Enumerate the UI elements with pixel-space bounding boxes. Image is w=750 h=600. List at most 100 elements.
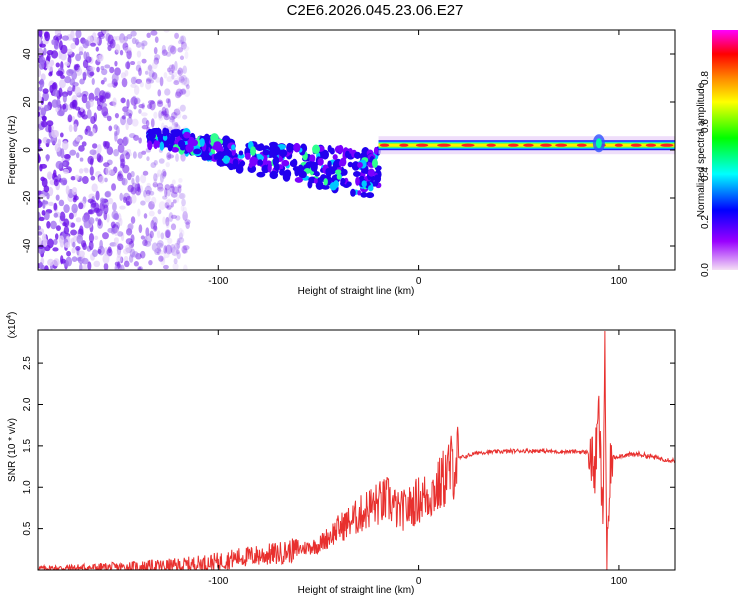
heatmap-noise-cell xyxy=(168,212,174,222)
heatmap-noise-cell xyxy=(173,258,178,265)
heatmap-noise-cell xyxy=(147,64,153,71)
heatmap-line-peak xyxy=(614,143,623,147)
heatmap-band-cell xyxy=(269,170,279,180)
heatmap-noise-cell xyxy=(44,265,49,270)
heatmap-noise-cell xyxy=(185,221,190,230)
heatmap-noise-cell xyxy=(157,169,162,177)
heatmap-noise-cell xyxy=(43,185,50,193)
heatmap-noise-cell xyxy=(39,43,46,48)
heatmap-line-peak xyxy=(576,143,587,147)
heatmap-band-cell xyxy=(244,152,251,160)
heatmap-noise-cell xyxy=(182,65,188,74)
heatmap-noise-cell xyxy=(173,77,179,84)
line-y-tick-label: 2.5 xyxy=(22,356,33,370)
heatmap-band-cell xyxy=(365,192,375,199)
heatmap-noise-cell xyxy=(125,244,132,253)
heatmap-noise-cell xyxy=(153,248,158,253)
heatmap-noise-cell xyxy=(67,86,73,91)
heatmap-noise-cell xyxy=(88,217,95,225)
heatmap-noise-cell xyxy=(163,113,170,121)
heatmap-noise-cell xyxy=(178,237,185,244)
heatmap-x-axis-label: Height of straight line (km) xyxy=(298,286,415,297)
heatmap-band-cell xyxy=(298,164,304,171)
heatmap-noise-cell xyxy=(153,111,158,119)
heatmap-band-cell xyxy=(215,151,225,160)
heatmap-noise-cell xyxy=(137,208,141,217)
heatmap-noise-cell xyxy=(65,256,73,267)
heatmap-noise-cell xyxy=(78,202,84,210)
heatmap-noise-cell xyxy=(164,229,171,238)
heatmap-noise-cell xyxy=(114,113,119,119)
heatmap-noise-cell xyxy=(90,175,96,181)
heatmap-noise-cell xyxy=(152,181,158,188)
heatmap-noise-cell xyxy=(89,71,95,77)
heatmap-noise-cell xyxy=(180,74,188,85)
heatmap-noise-cell xyxy=(100,102,108,108)
heatmap-band-cell xyxy=(156,127,161,138)
heatmap-noise-cell xyxy=(167,98,171,108)
heatmap-noise-cell xyxy=(101,68,108,76)
heatmap-noise-cell xyxy=(65,185,70,195)
heatmap-noise-cell xyxy=(87,198,95,204)
heatmap-band-cell xyxy=(283,170,290,181)
heatmap-noise-cell xyxy=(92,249,98,257)
heatmap-noise-cell xyxy=(166,198,172,207)
heatmap-noise-cell xyxy=(78,250,86,258)
heatmap-noise-cell xyxy=(126,98,130,109)
heatmap-band-cell xyxy=(185,143,194,153)
heatmap-band-cell xyxy=(267,163,272,173)
heatmap-noise-cell xyxy=(163,252,170,259)
heatmap-noise-cell xyxy=(38,216,45,222)
heatmap-noise-cell xyxy=(97,218,102,226)
heatmap-noise-cell xyxy=(48,65,54,72)
heatmap-band-cell xyxy=(371,158,378,168)
heatmap-noise-cell xyxy=(171,118,176,126)
heatmap-noise-cell xyxy=(47,201,54,207)
heatmap-noise-cell xyxy=(161,257,165,263)
heatmap-noise-cell xyxy=(39,56,46,65)
heatmap-noise-cell xyxy=(64,242,71,249)
heatmap-noise-cell xyxy=(168,64,174,70)
heatmap-noise-cell xyxy=(90,202,97,208)
heatmap-noise-cell xyxy=(54,143,61,153)
heatmap-noise-cell xyxy=(149,230,154,239)
heatmap-band-cell xyxy=(263,154,268,164)
heatmap-y-tick-label: 40 xyxy=(22,48,33,60)
heatmap-noise-cell xyxy=(57,110,65,117)
heatmap-noise-cell xyxy=(113,237,119,244)
heatmap-noise-cell xyxy=(55,160,63,170)
heatmap-band-cell xyxy=(309,154,316,163)
line-y-tick-label: 0.5 xyxy=(22,521,33,535)
heatmap-noise-cell xyxy=(53,212,59,218)
heatmap-noise-cell xyxy=(167,44,175,53)
heatmap-noise-cell xyxy=(78,145,85,152)
heatmap-noise-cell xyxy=(117,231,124,237)
heatmap-band-cell xyxy=(298,170,307,179)
heatmap-noise-cell xyxy=(103,77,107,82)
heatmap-noise-cell xyxy=(156,239,164,249)
heatmap-noise-cell xyxy=(154,36,159,44)
heatmap-noise-cell xyxy=(162,216,166,225)
heatmap-noise-cell xyxy=(122,136,129,146)
heatmap-noise-cell xyxy=(91,78,95,86)
heatmap-noise-cell xyxy=(68,212,74,220)
heatmap-noise-cell xyxy=(182,245,190,251)
heatmap-noise-cell xyxy=(182,78,188,84)
heatmap-noise-cell xyxy=(146,65,154,74)
heatmap-noise-cell xyxy=(87,261,92,270)
heatmap-noise-cell xyxy=(175,110,182,119)
heatmap-noise-cell xyxy=(117,261,121,269)
heatmap-band-cell xyxy=(237,153,245,159)
heatmap-noise-cell xyxy=(155,173,160,178)
heatmap-band-cell xyxy=(235,164,244,174)
heatmap-noise-cell xyxy=(169,183,175,189)
line-x-tick-label: -100 xyxy=(208,576,228,587)
heatmap-noise-cell xyxy=(149,100,156,111)
heatmap-band-cell xyxy=(345,150,350,158)
heatmap-band-cell xyxy=(269,143,275,151)
heatmap-noise-cell xyxy=(53,169,57,178)
heatmap-noise-cell xyxy=(47,238,54,249)
heatmap-noise-cell xyxy=(133,261,139,267)
heatmap-band-cell xyxy=(350,188,356,197)
